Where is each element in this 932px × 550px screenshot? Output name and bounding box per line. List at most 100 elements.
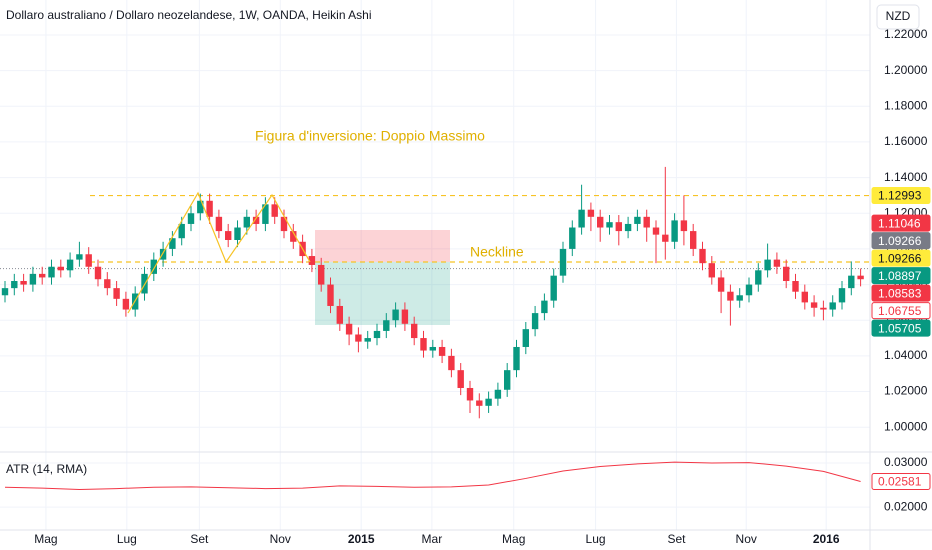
candle-body — [280, 216, 288, 232]
candle-body — [169, 238, 176, 249]
candle-body — [717, 277, 725, 292]
price-label-box — [871, 232, 931, 250]
candle-body — [857, 275, 864, 280]
candle-body — [225, 231, 232, 240]
candle-body — [29, 273, 37, 285]
candle-body — [392, 309, 399, 321]
candle-body — [94, 266, 102, 280]
y-tick-label: 1.02000 — [884, 384, 928, 398]
chart-title: Dollaro australiano / Dollaro neozelande… — [6, 8, 372, 22]
candle-body — [420, 338, 427, 351]
price-label-box — [871, 214, 931, 232]
price-label: 1.09266 — [878, 251, 922, 265]
candle-body — [792, 281, 799, 292]
candle-body — [206, 200, 213, 217]
candle-body — [624, 223, 632, 232]
neckline-annotation: Neckline — [470, 244, 524, 260]
stop-zone — [315, 230, 450, 262]
candle-body — [57, 266, 64, 271]
candle-body — [559, 248, 567, 276]
candle-body — [597, 216, 604, 228]
atr-tick-label: 0.03000 — [884, 455, 928, 469]
candle-body — [252, 216, 260, 224]
atr-last-label: 0.02581 — [878, 475, 922, 489]
candle-body — [708, 263, 715, 278]
candle-body — [197, 200, 204, 214]
candle-body — [345, 323, 353, 335]
candle-body — [810, 302, 818, 308]
candle-body — [829, 302, 836, 310]
y-tick-label: 1.20000 — [884, 63, 928, 77]
candle-body — [615, 222, 622, 232]
atr-line — [4, 461, 861, 490]
y-tick-label: 1.22000 — [884, 27, 928, 41]
price-label: 1.06755 — [878, 304, 922, 318]
candle-body — [522, 329, 529, 347]
atr-last-box — [871, 472, 931, 490]
price-label-box — [871, 302, 931, 320]
price-label-box — [871, 319, 931, 337]
candle-body — [680, 220, 688, 232]
y-tick-label: 1.00000 — [884, 419, 928, 433]
candles — [1, 166, 864, 419]
candle-body — [773, 259, 781, 267]
candle-body — [336, 305, 343, 324]
candle-body — [531, 313, 539, 330]
candle-body — [727, 291, 734, 301]
y-tick-label: 1.04000 — [884, 348, 928, 362]
price-label-box — [871, 249, 931, 267]
candle-body — [504, 370, 511, 390]
x-tick-label: Lug — [117, 532, 137, 546]
axes: 1.000001.020001.040001.060001.080001.100… — [34, 27, 931, 546]
x-tick-label: Set — [667, 532, 686, 546]
candle-body — [550, 275, 557, 301]
candle-body — [848, 275, 855, 289]
candle-body — [466, 387, 474, 401]
candle-body — [318, 264, 325, 285]
candle-body — [327, 284, 334, 306]
candle-body — [541, 300, 548, 314]
candle-body — [364, 338, 371, 342]
x-tick-label: Lug — [586, 532, 606, 546]
x-tick-label: Mag — [502, 532, 525, 546]
candle-body — [838, 288, 846, 303]
target-zone — [315, 262, 450, 325]
atr-name: ATR (14, RMA) — [6, 462, 87, 476]
candle-body — [494, 389, 502, 399]
y-tick-label: 1.16000 — [884, 134, 928, 148]
candle-body — [783, 266, 790, 282]
candle-body — [801, 291, 808, 303]
price-label: 1.09266 — [878, 234, 922, 248]
candle-body — [20, 281, 27, 285]
candle-body — [178, 223, 185, 239]
y-tick-label: 1.18000 — [884, 98, 928, 112]
candle-body — [48, 266, 55, 278]
candle-body — [383, 320, 390, 331]
currency[interactable]: NZD — [886, 9, 911, 23]
candle-body — [271, 204, 278, 217]
candle-body — [755, 270, 762, 285]
candle-body — [122, 298, 130, 310]
candle-body — [429, 346, 436, 351]
candle-body — [373, 330, 381, 339]
candle-body — [606, 222, 613, 228]
candle-body — [578, 209, 585, 228]
candle-body — [411, 323, 418, 339]
candle-body — [448, 355, 455, 371]
candle-body — [457, 370, 464, 388]
currency-button[interactable] — [876, 4, 920, 30]
candle-body — [485, 398, 492, 406]
candle-body — [671, 220, 678, 242]
candle-body — [652, 227, 660, 235]
pattern-zigzag — [127, 191, 311, 314]
candle-body — [187, 213, 195, 224]
price-label: 1.08897 — [878, 269, 922, 283]
price-label: 1.11046 — [878, 216, 921, 230]
candle-body — [820, 307, 827, 310]
candle-body — [401, 309, 409, 324]
price-label: 1.12993 — [878, 189, 922, 203]
x-tick-label: 2015 — [348, 532, 375, 546]
candle-body — [587, 209, 595, 217]
price-label: 1.05705 — [878, 321, 922, 335]
